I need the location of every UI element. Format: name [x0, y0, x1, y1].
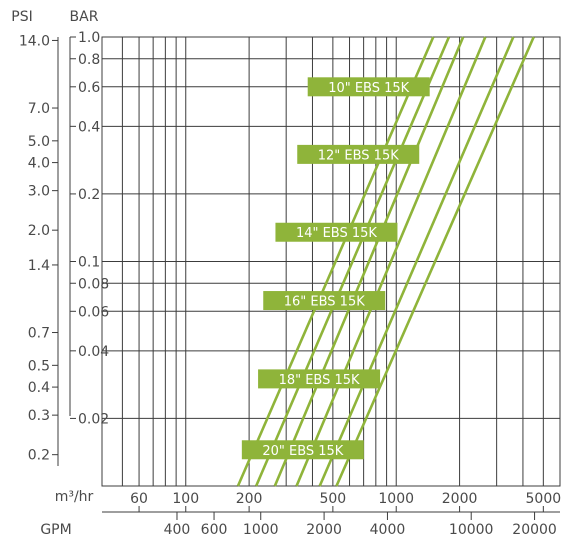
- series-label-text: 16" EBS 15K: [284, 295, 365, 310]
- grid-layer: [101, 36, 561, 487]
- plot-frame: [101, 36, 561, 487]
- psi-tick-label: 0.4: [28, 380, 50, 396]
- bar-tick-label: 0.8: [78, 52, 100, 68]
- series-label-text: 20" EBS 15K: [262, 444, 343, 459]
- series-line-3: [295, 36, 487, 487]
- series-line-5: [335, 36, 535, 487]
- series-line-0: [236, 36, 435, 487]
- series-label-text: 18" EBS 15K: [279, 373, 360, 388]
- series-label-1: 12" EBS 15K: [297, 144, 420, 164]
- gpm-tick-label: 1000: [243, 522, 279, 538]
- gpm-tick-label: 20000: [512, 522, 557, 538]
- series-label-5: 20" EBS 15K: [241, 440, 364, 460]
- psi-axis-title: PSI: [11, 9, 32, 25]
- psi-tick-label: 0.7: [28, 326, 50, 342]
- series-line-1: [254, 36, 451, 487]
- series-label-box: [241, 440, 364, 460]
- series-label-2: 14" EBS 15K: [275, 222, 398, 242]
- psi-tick-label: 2.0: [28, 223, 50, 239]
- flow-tick-label: 1000: [378, 491, 414, 507]
- axis-layer: PSI BAR 14.0 7.0 5.0 4.0 3.0 2.0 1.4 0.7 0.5 0.4 0.3…: [11, 9, 561, 538]
- flow-tick-label: 60: [130, 491, 148, 507]
- psi-tick-label: 1.4: [28, 258, 50, 274]
- flow-tick-label: 500: [319, 491, 346, 507]
- series-label-0: 10" EBS 15K: [307, 77, 430, 97]
- flow-tick-label: 2000: [442, 491, 478, 507]
- series-label-text: 12" EBS 15K: [318, 148, 399, 163]
- psi-tick-label: 7.0: [28, 101, 50, 117]
- psi-tick-label: 5.0: [28, 134, 50, 150]
- series-label-box: [258, 369, 381, 389]
- bar-tick-label: 0.08: [78, 276, 109, 292]
- psi-tick-label: 14.0: [19, 33, 50, 49]
- bar-tick-label: 0.06: [78, 304, 109, 320]
- series-label-box: [307, 77, 430, 97]
- series-layer: [236, 36, 535, 487]
- gpm-tick-label: 10000: [449, 522, 494, 538]
- flow-tick-label: 200: [236, 491, 263, 507]
- psi-tick-label: 3.0: [28, 184, 50, 200]
- bar-tick-label: 0.4: [78, 119, 100, 135]
- series-label-box: [297, 144, 420, 164]
- psi-tick-label: 0.5: [28, 358, 50, 374]
- gpm-tick-label: 4000: [370, 522, 406, 538]
- label-layer: 10" EBS 15K 12" EBS 15K 14" EBS 15K 16" EBS…: [241, 77, 430, 460]
- flow-axis-title: m³/hr: [55, 489, 94, 505]
- bar-tick-label: 0.04: [78, 344, 109, 360]
- series-label-box: [263, 291, 386, 311]
- bar-tick-label: 1.0: [78, 30, 100, 46]
- gpm-tick-label: 2000: [306, 522, 342, 538]
- flow-tick-label: 5000: [526, 491, 562, 507]
- series-label-box: [275, 222, 398, 242]
- bar-tick-label: 0.2: [78, 187, 100, 203]
- series-label-text: 10" EBS 15K: [328, 81, 409, 96]
- series-line-4: [318, 36, 515, 487]
- gpm-axis-title: GPM: [40, 522, 71, 538]
- psi-tick-label: 0.3: [28, 408, 50, 424]
- gpm-tick-label: 400: [164, 522, 191, 538]
- gpm-tick-label: 600: [201, 522, 228, 538]
- flow-tick-label: 100: [172, 491, 199, 507]
- bar-axis-title: BAR: [70, 9, 99, 25]
- psi-tick-label: 0.2: [28, 448, 50, 464]
- series-label-3: 16" EBS 15K: [263, 291, 386, 311]
- bar-tick-label: 0.02: [78, 411, 109, 427]
- series-line-2: [273, 36, 465, 487]
- series-label-text: 14" EBS 15K: [296, 226, 377, 241]
- bar-tick-label: 0.6: [78, 80, 100, 96]
- series-label-4: 18" EBS 15K: [258, 369, 381, 389]
- bar-tick-label: 0.1: [78, 255, 100, 271]
- psi-tick-label: 4.0: [28, 156, 50, 172]
